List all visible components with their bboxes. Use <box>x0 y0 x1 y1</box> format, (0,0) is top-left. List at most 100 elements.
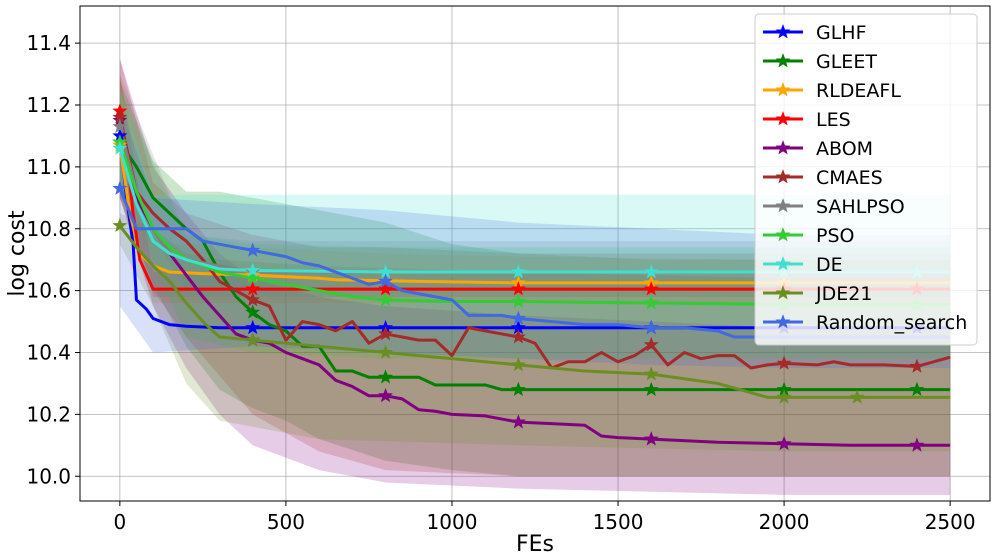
marker-random_search <box>643 319 659 335</box>
marker-gleet <box>378 369 394 384</box>
x-tick-label: 500 <box>267 510 305 534</box>
marker-cmaes <box>909 358 925 373</box>
marker-de <box>510 264 526 279</box>
legend-marker-gleet <box>775 53 791 68</box>
marker-les <box>245 281 261 296</box>
y-tick-label: 10.6 <box>26 279 71 303</box>
marker-de <box>245 262 261 277</box>
marker-jde21 <box>643 366 659 381</box>
legend-marker-jde21 <box>775 285 791 300</box>
legend-marker-les <box>775 111 791 126</box>
marker-les <box>510 281 526 296</box>
band-gleet <box>119 80 951 477</box>
x-axis-title: FEs <box>516 532 554 557</box>
legend-box <box>754 13 978 346</box>
marker-de <box>112 140 128 155</box>
marker-abom <box>776 435 792 451</box>
band-abom <box>119 58 951 495</box>
marker-gleet <box>909 381 925 396</box>
marker-pso <box>510 293 526 308</box>
marker-gleet <box>245 304 261 319</box>
marker-jde21 <box>510 357 526 372</box>
marker-random_search <box>112 180 128 195</box>
marker-cmaes <box>510 329 526 344</box>
x-tick-label: 2000 <box>759 510 810 534</box>
line-glhf <box>118 135 951 330</box>
legend-marker-random_search <box>775 314 791 329</box>
y-tick-label: 10.8 <box>26 217 71 241</box>
marker-jde21 <box>776 389 792 404</box>
legend-label: JDE21 <box>815 283 872 305</box>
marker-jde21 <box>378 344 394 359</box>
marker-les <box>643 281 659 296</box>
legend-label: GLHF <box>816 22 867 44</box>
x-axis-ticks: 0 500 1000 1500 2000 2500 <box>113 501 976 534</box>
marker-gleet <box>510 381 526 396</box>
legend-label: Random_search <box>816 312 967 334</box>
line-jde21 <box>118 224 951 399</box>
legend-label: DE <box>816 254 843 276</box>
legend-label: RLDEAFL <box>816 80 901 102</box>
marker-glhf <box>245 319 261 335</box>
legend-marker-de <box>775 256 791 271</box>
y-tick-label: 11.4 <box>26 31 71 55</box>
legend-label: GLEET <box>816 51 877 73</box>
line-pso <box>118 141 951 307</box>
y-tick-label: 11.0 <box>26 155 71 179</box>
marker-abom <box>909 437 925 452</box>
legend-marker-rldeafl <box>775 82 791 97</box>
marker-random_search <box>510 310 526 325</box>
legend-label: SAHLPSO <box>816 196 905 218</box>
marker-cmaes <box>643 336 659 352</box>
marker-pso <box>643 295 659 310</box>
x-tick-label: 1000 <box>427 510 478 534</box>
legend-label: PSO <box>816 225 854 247</box>
x-tick-label: 0 <box>113 510 126 534</box>
marker-abom <box>378 387 394 403</box>
x-tick-label: 2500 <box>925 510 976 534</box>
legend-marker-pso <box>775 227 791 242</box>
line-abom <box>118 120 951 447</box>
x-tick-label: 1500 <box>593 510 644 534</box>
y-tick-label: 10.4 <box>26 341 71 365</box>
marker-jde21 <box>849 389 865 404</box>
legend: GLHF GLEET RLDEAFL LES ABOM CMAES SAHLPSO PSO DE… <box>754 13 978 346</box>
y-axis-ticks: 10.0 10.2 10.4 10.6 10.8 11.0 11.2 11.4 <box>26 31 80 488</box>
series-lines <box>118 110 951 447</box>
marker-abom <box>643 431 659 446</box>
legend-marker-cmaes <box>775 169 791 184</box>
marker-pso <box>245 270 261 285</box>
marker-jde21 <box>112 217 128 233</box>
marker-pso <box>378 292 394 307</box>
marker-random_search <box>378 273 394 288</box>
plot-frame <box>79 5 991 502</box>
line-random_search <box>118 187 951 339</box>
legend-label: LES <box>816 109 851 131</box>
legend-label: ABOM <box>816 138 873 160</box>
legend-marker-abom <box>775 140 791 155</box>
legend-marker-sahlpso <box>775 198 791 213</box>
band-de <box>119 89 951 297</box>
line-gleet <box>118 141 951 392</box>
marker-cmaes <box>378 326 394 341</box>
marker-cmaes <box>245 292 261 307</box>
marker-random_search <box>245 242 261 257</box>
legend-label: CMAES <box>816 167 883 189</box>
y-axis-title: log cost <box>5 210 30 297</box>
y-tick-label: 10.0 <box>26 464 71 488</box>
marker-abom <box>510 414 526 429</box>
marker-jde21 <box>245 332 261 347</box>
y-tick-label: 11.2 <box>26 93 71 117</box>
line-de <box>118 147 951 274</box>
legend-marker-glhf <box>775 24 791 39</box>
marker-sahlpso <box>112 118 128 134</box>
y-tick-label: 10.2 <box>26 402 71 426</box>
marker-les <box>378 281 394 296</box>
marker-de <box>643 264 659 279</box>
marker-gleet <box>643 381 659 396</box>
marker-cmaes <box>776 355 792 370</box>
band-random_search <box>119 105 951 368</box>
line-cmaes <box>118 117 951 370</box>
